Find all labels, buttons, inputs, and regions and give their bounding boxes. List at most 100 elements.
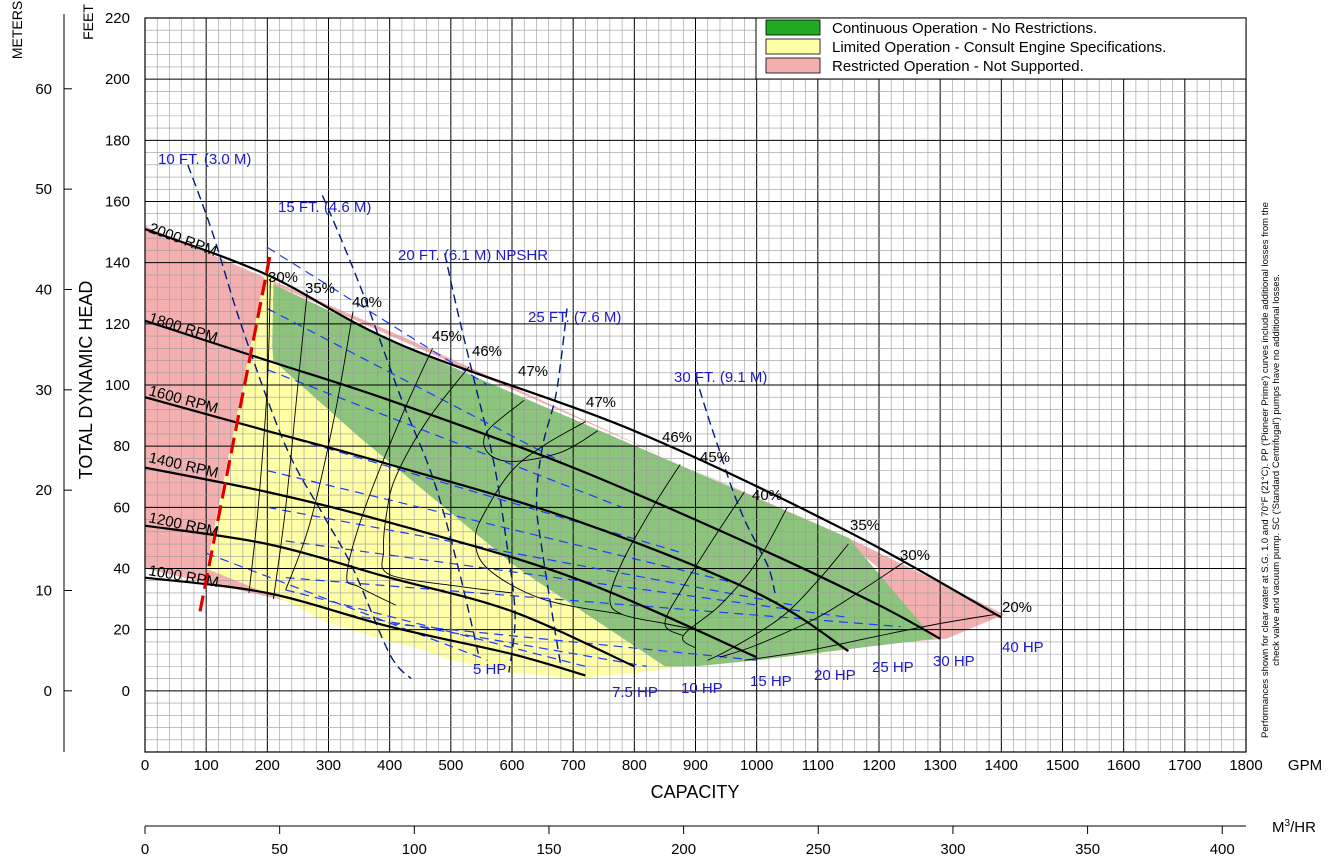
y-tick-label: 60 [113, 499, 130, 516]
efficiency-label: 45% [700, 449, 730, 466]
legend-box [755, 17, 1247, 80]
x-tick-label: 1000 [740, 757, 773, 774]
npshr-curve [535, 308, 568, 667]
hp-curve [205, 552, 488, 661]
x2-tick-label: 50 [271, 841, 288, 858]
efficiency-curve [707, 543, 849, 661]
x2-tick-label: 150 [536, 841, 561, 858]
npshr-label: 30 FT. (9.1 M) [674, 369, 767, 386]
efficiency-label: 35% [305, 280, 335, 297]
x-tick-label: 1100 [802, 757, 834, 774]
efficiency-label: 30% [900, 547, 930, 564]
x-tick-label: 1700 [1168, 757, 1201, 774]
hp-curve [389, 622, 757, 661]
legend-label: Limited Operation - Consult Engine Speci… [832, 39, 1166, 56]
efficiency-label: 46% [472, 343, 502, 360]
efficiency-label: 30% [268, 269, 298, 286]
y-tick-label: 160 [105, 194, 130, 211]
x-tick-label: 400 [377, 757, 402, 774]
efficiency-label: 45% [432, 328, 462, 345]
y-tick-label: 0 [122, 683, 130, 700]
x-tick-label: 100 [194, 757, 219, 774]
y2-tick-label: 10 [35, 582, 52, 599]
hp-label: 15 HP [750, 673, 792, 690]
efficiency-curve [664, 491, 745, 637]
hp-curve [267, 430, 684, 554]
x-tick-label: 1300 [923, 757, 956, 774]
y-tick-label: 100 [105, 377, 130, 394]
efficiency-label: 46% [662, 429, 692, 446]
legend-label: Continuous Operation - No Restrictions. [832, 20, 1097, 37]
y2-tick-label: 0 [44, 683, 52, 700]
efficiency-curve [719, 562, 904, 658]
y2-unit: METERS [9, 1, 25, 59]
x-tick-label: 1800 [1229, 757, 1262, 774]
x-tick-label: 900 [683, 757, 708, 774]
efficiency-curve [248, 277, 271, 594]
y-tick-label: 80 [113, 438, 130, 455]
legend-swatch [765, 57, 821, 74]
hp-label: 40 HP [1002, 639, 1044, 656]
rpm-curve [145, 466, 758, 659]
npshr-curve [321, 195, 480, 655]
x-tick-label: 0 [141, 757, 149, 774]
x-tick-label: 500 [438, 757, 463, 774]
hp-label: 30 HP [933, 653, 975, 670]
x-tick-label: 1400 [985, 757, 1018, 774]
x-tick-label: 1200 [862, 757, 895, 774]
y2-tick-label: 60 [35, 81, 52, 98]
rpm-curve [145, 319, 941, 640]
hp-label: 20 HP [814, 667, 856, 684]
hp-curve [267, 246, 488, 386]
efficiency-label: 35% [850, 517, 880, 534]
hp-curve [285, 577, 901, 628]
hp-curve [285, 540, 849, 619]
x-tick-label: 200 [255, 757, 280, 774]
y-tick-label: 20 [113, 622, 130, 639]
x2-tick-label: 350 [1075, 841, 1100, 858]
hp-label: 25 HP [872, 659, 914, 676]
y2-tick-label: 20 [35, 482, 52, 499]
npshr-label: 25 FT. (7.6 M) [528, 309, 621, 326]
x2-tick-label: 200 [671, 841, 696, 858]
rpm-curve [145, 576, 586, 677]
efficiency-label: 47% [518, 363, 548, 380]
y2-tick-label: 40 [35, 281, 52, 298]
efficiency-curve [285, 311, 354, 591]
hp-curve [267, 308, 562, 462]
rpm-curve [145, 524, 635, 668]
x-tick-label: 700 [561, 757, 586, 774]
x2-tick-label: 250 [806, 841, 831, 858]
npshr-label: 10 FT. (3.0 M) [158, 151, 251, 168]
efficiency-label: 40% [352, 294, 382, 311]
efficiency-label: 40% [752, 487, 782, 504]
max-suction-line [198, 253, 272, 612]
legend-swatch [765, 38, 821, 55]
hp-curve [346, 613, 647, 667]
efficiency-curve [744, 613, 996, 661]
legend-label: Restricted Operation - Not Supported. [832, 58, 1084, 75]
y2-tick-label: 50 [35, 181, 52, 198]
npshr-curve [187, 164, 412, 680]
y-axis-title: TOTAL DYNAMIC HEAD [76, 281, 96, 480]
npshr-curve [444, 253, 516, 673]
x2-tick-label: 100 [402, 841, 427, 858]
x-unit: GPM [1288, 757, 1322, 774]
plot-frame [144, 17, 1247, 753]
y-tick-label: 220 [105, 10, 130, 27]
efficiency-curve [474, 421, 623, 615]
hp-label: 7.5 HP [612, 684, 658, 701]
npshr-label: 15 FT. (4.6 M) [278, 199, 371, 216]
x-tick-label: 1600 [1107, 757, 1140, 774]
efficiency-curve [483, 399, 598, 462]
y-tick-label: 40 [113, 561, 130, 578]
x2-tick-label: 300 [940, 841, 965, 858]
efficiency-label: 20% [1002, 599, 1032, 616]
x-axis-title: CAPACITY [651, 782, 740, 802]
efficiency-curve [682, 507, 788, 649]
y-tick-label: 180 [105, 132, 130, 149]
efficiency-label: 47% [586, 394, 616, 411]
y-tick-label: 120 [105, 316, 130, 333]
hp-curve [267, 369, 623, 508]
